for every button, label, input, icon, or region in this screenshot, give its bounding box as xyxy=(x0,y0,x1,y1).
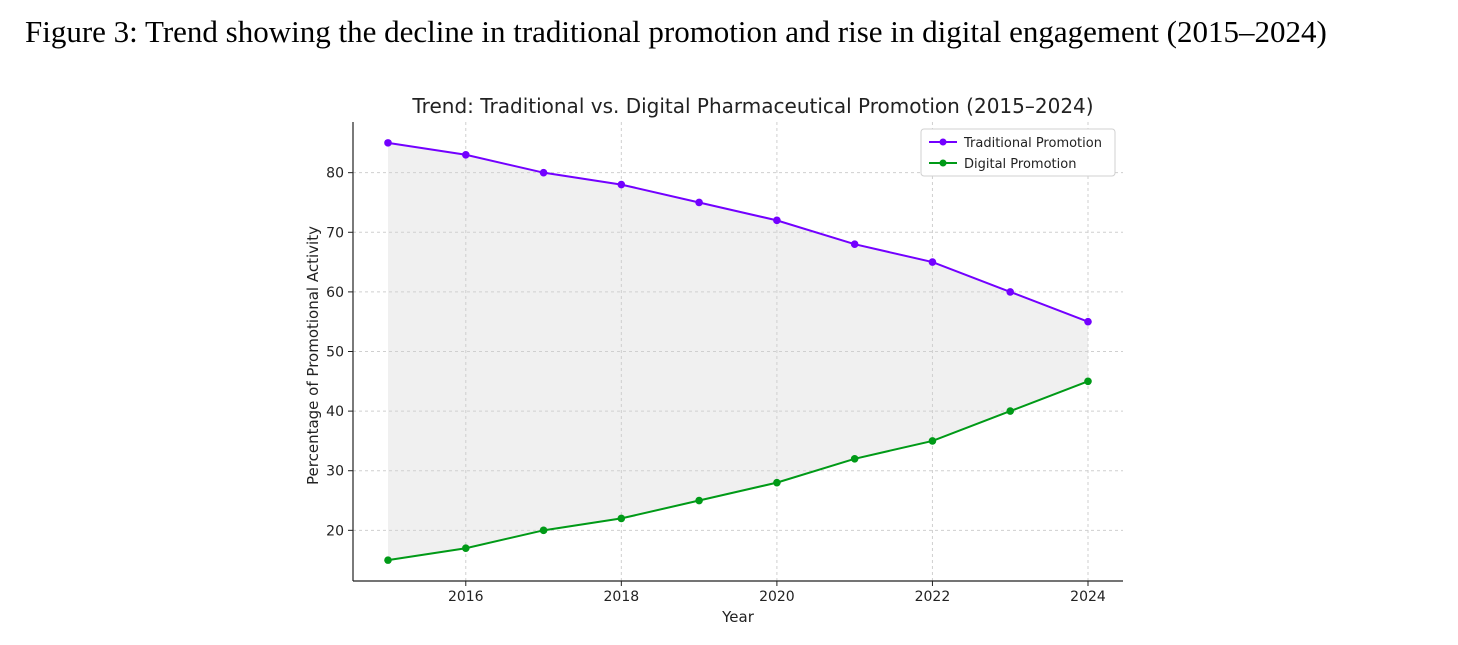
y-tick-label: 70 xyxy=(326,225,344,241)
legend: Traditional Promotion Digital Promotion xyxy=(920,128,1116,177)
legend-entry: Traditional Promotion xyxy=(963,136,1102,151)
data-point xyxy=(461,150,470,159)
data-point xyxy=(773,478,781,487)
data-point xyxy=(1084,317,1092,326)
y-tick-label: 40 xyxy=(326,404,344,420)
data-point xyxy=(695,496,703,505)
axes: 2016 2018 2020 2022 2024 20 30 40 50 60 70 80 xyxy=(326,122,1123,605)
data-point xyxy=(617,180,626,189)
legend-swatch-marker xyxy=(939,159,947,167)
data-point xyxy=(695,198,703,207)
chart-title: Trend: Traditional vs. Digital Pharmaceu… xyxy=(411,94,1093,118)
x-axis-label: Year xyxy=(721,608,755,626)
data-point xyxy=(461,544,470,553)
y-tick-label: 50 xyxy=(326,345,344,361)
data-point xyxy=(850,454,859,463)
grid-lines xyxy=(353,122,1123,581)
legend-entry: Digital Promotion xyxy=(964,157,1076,172)
series-line-1 xyxy=(387,380,1089,562)
x-tick-label: 2020 xyxy=(759,589,795,605)
series-line-0 xyxy=(387,141,1089,323)
x-tick-label: 2022 xyxy=(915,589,951,605)
data-point xyxy=(384,556,392,564)
data-point xyxy=(850,240,859,249)
y-tick-label: 20 xyxy=(326,523,344,539)
data-point xyxy=(617,514,626,523)
x-tick-label: 2018 xyxy=(604,589,640,605)
data-point xyxy=(773,216,781,225)
data-point xyxy=(1006,407,1015,415)
y-axis-label: Percentage of Promotional Activity xyxy=(304,226,322,485)
data-point xyxy=(384,139,392,147)
data-point xyxy=(928,437,937,445)
y-tick-label: 60 xyxy=(326,285,344,301)
data-point xyxy=(539,168,548,177)
x-tick-label: 2024 xyxy=(1070,589,1106,605)
data-point xyxy=(1006,288,1015,296)
data-point xyxy=(928,258,937,266)
legend-swatch-marker xyxy=(939,138,947,146)
data-point xyxy=(539,526,548,535)
figure-caption: Figure 3: Trend showing the decline in t… xyxy=(25,14,1327,49)
data-point xyxy=(1084,377,1092,386)
y-tick-label: 30 xyxy=(326,464,344,480)
legend-box xyxy=(920,128,1116,177)
series-lines xyxy=(384,139,1092,564)
y-tick-label: 80 xyxy=(326,166,344,182)
x-tick-label: 2016 xyxy=(448,589,484,605)
